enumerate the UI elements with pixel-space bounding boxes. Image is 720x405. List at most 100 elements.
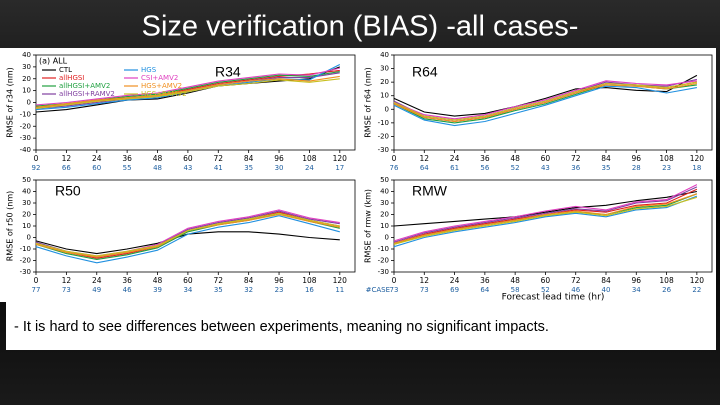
case-count: 52 [541,286,550,294]
x-tick-label: 60 [541,154,551,163]
y-tick-label: -30 [378,146,389,154]
series-line [393,196,698,245]
case-count: 60 [92,164,101,172]
case-count: 40 [602,286,611,294]
case-count: 32 [244,286,253,294]
x-tick-label: 12 [62,276,72,285]
x-tick-label: 72 [214,276,224,285]
x-tick-label: 72 [571,154,581,163]
y-tick-label: 20 [22,211,31,219]
case-count: 76 [390,164,399,172]
case-count: 56 [480,164,489,172]
case-count: 46 [123,286,132,294]
case-count: 17 [335,164,344,172]
series-line [393,82,697,123]
y-axis-label: RMSE of r64 (nm) [364,67,373,138]
y-tick-label: -20 [378,257,389,265]
x-tick-label: 12 [420,154,430,163]
x-tick-label: 96 [632,276,642,285]
y-tick-label: 40 [22,51,31,59]
case-count: 52 [511,164,520,172]
x-tick-label: 60 [183,276,193,285]
x-tick-label: 84 [601,276,611,285]
case-label: #CASE [366,286,390,294]
y-tick-label: 30 [380,65,389,73]
case-count: 43 [183,164,192,172]
y-tick-label: 30 [22,63,31,71]
x-tick-label: 120 [690,276,705,285]
x-tick-label: 24 [450,276,460,285]
y-tick-label: 0 [385,105,389,113]
x-tick-label: 36 [480,154,490,163]
plot: -30 -20 -10 0 10 20 30 40 50 0 12 24 36 48 60 72 84 96 108… [364,176,713,303]
slide-title: Size verification (BIAS) -all cases- [142,11,579,43]
y-tick-label: 40 [22,188,31,196]
case-count: 34 [632,286,641,294]
legend-label: CSI+AMV2 [141,74,178,82]
case-count: 35 [244,164,253,172]
series-line [393,193,698,244]
case-count: 43 [541,164,550,172]
y-tick-label: 10 [380,92,389,100]
case-count: 73 [420,286,429,294]
case-count: 64 [480,286,489,294]
case-count: 41 [214,164,223,172]
y-tick-label: -20 [20,122,31,130]
series-line [35,78,340,109]
legend-label: allHGSI+AMV2 [59,82,110,90]
legend-label: allHGSI+RAMV2 [59,90,115,98]
y-tick-label: -30 [378,268,389,276]
series-line [393,81,697,121]
x-tick-label: 0 [392,154,397,163]
case-count: 23 [275,286,284,294]
y-tick-label: 0 [385,234,389,242]
case-count: 18 [692,164,701,172]
series-line [393,80,697,120]
case-count: 26 [662,286,671,294]
plot: -40 -30 -20 -10 0 10 20 30 40 0 12 24 36 48 60 72 84 96 10… [6,51,356,172]
y-tick-label: 0 [27,234,31,242]
series-line [393,74,698,117]
x-tick-label: 96 [632,154,642,163]
y-axis-label: RMSE of rmw (km) [364,189,373,263]
case-count: 73 [62,286,71,294]
legend-label: allHGSI [59,74,84,82]
case-count: 11 [335,286,344,294]
case-count: 35 [602,164,611,172]
x-tick-label: 60 [541,276,551,285]
x-tick-label: 48 [153,154,163,163]
case-count: 55 [123,164,132,172]
x-tick-label: 108 [302,276,317,285]
x-tick-label: 36 [122,154,132,163]
y-tick-label: 20 [22,75,31,83]
y-tick-label: 40 [380,188,389,196]
x-tick-label: 108 [659,276,674,285]
y-tick-label: 30 [380,199,389,207]
y-tick-label: -10 [20,110,31,118]
case-count: 66 [62,164,71,172]
plot: -30 -20 -10 0 10 20 30 40 0 12 24 36 48 60 72 84 96 108 12… [364,51,713,172]
series-line [35,67,340,106]
x-tick-label: 24 [92,276,102,285]
panel-title: R64 [412,64,438,80]
x-tick-label: 0 [392,276,397,285]
x-tick-label: 36 [480,276,490,285]
case-count: 34 [183,286,192,294]
y-tick-label: -30 [20,268,31,276]
y-tick-label: 40 [380,51,389,59]
x-tick-label: 72 [571,276,581,285]
case-count: 58 [511,286,520,294]
x-tick-label: 48 [510,154,520,163]
series-line [35,215,340,264]
y-tick-label: -10 [378,245,389,253]
legend-label: CTL [59,66,72,74]
y-tick-label: 30 [22,199,31,207]
case-count: 61 [450,164,459,172]
case-count: 77 [32,286,41,294]
series-line [35,75,340,108]
series-line [393,186,698,243]
x-tick-label: 96 [274,276,284,285]
y-tick-label: 50 [380,176,389,184]
x-tick-label: 84 [244,276,254,285]
case-count: 28 [632,164,641,172]
